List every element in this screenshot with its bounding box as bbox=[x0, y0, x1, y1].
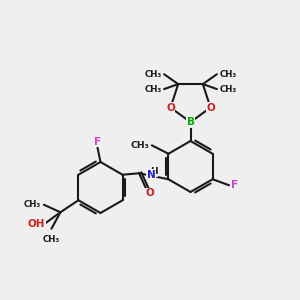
Text: O: O bbox=[146, 188, 154, 198]
Text: O: O bbox=[206, 103, 215, 112]
Text: B: B bbox=[187, 117, 194, 127]
Text: N: N bbox=[147, 170, 156, 180]
Text: CH₃: CH₃ bbox=[219, 70, 236, 79]
Text: CH₃: CH₃ bbox=[43, 235, 60, 244]
Text: CH₃: CH₃ bbox=[145, 70, 162, 79]
Text: F: F bbox=[94, 136, 101, 147]
Text: O: O bbox=[166, 103, 175, 112]
Text: CH₃: CH₃ bbox=[131, 141, 149, 150]
Text: CH₃: CH₃ bbox=[219, 85, 236, 94]
Text: H: H bbox=[150, 167, 158, 176]
Text: OH: OH bbox=[28, 219, 45, 229]
Text: CH₃: CH₃ bbox=[24, 200, 41, 209]
Text: F: F bbox=[231, 180, 238, 190]
Text: CH₃: CH₃ bbox=[145, 85, 162, 94]
